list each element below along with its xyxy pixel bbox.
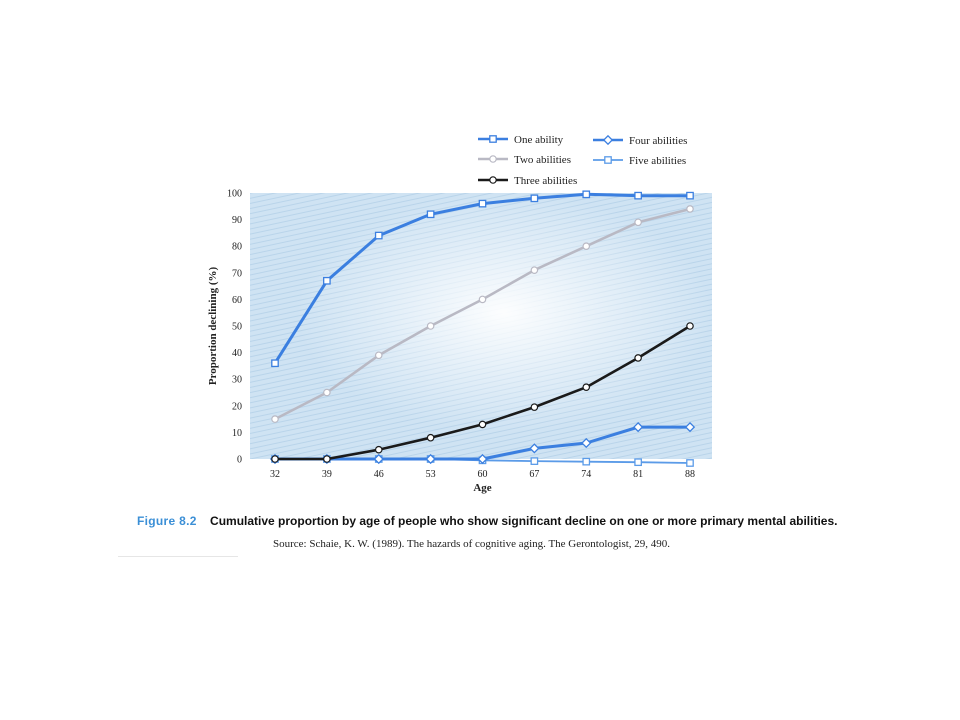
data-point: [686, 205, 694, 213]
legend-label: Two abilities: [514, 154, 571, 166]
data-point: [634, 354, 642, 362]
data-point: [478, 295, 487, 304]
data-point: [582, 190, 591, 199]
y-tick-label: 10: [232, 428, 242, 439]
y-tick-label: 50: [232, 322, 242, 333]
data-point: [529, 443, 540, 454]
x-tick-label: 32: [270, 469, 280, 480]
data-point: [271, 455, 279, 463]
x-tick-label: 88: [685, 469, 695, 480]
data-point: [373, 453, 384, 465]
data-point: [686, 459, 694, 467]
data-point: [426, 433, 435, 442]
legend-label: Five abilities: [629, 155, 686, 167]
plot-highlight: [250, 193, 712, 459]
data-point: [686, 191, 694, 200]
y-tick-label: 20: [232, 401, 242, 412]
data-point: [634, 218, 642, 227]
data-point: [634, 191, 642, 200]
legend-label: Four abilities: [629, 135, 687, 147]
data-point: [374, 351, 383, 360]
legend-swatch-marker: [489, 176, 497, 184]
y-tick-label: 100: [227, 189, 242, 200]
y-axis: 0 10 20 30 40 50 60 70 80 90 100: [227, 189, 242, 466]
legend-item: Five abilities: [593, 155, 686, 167]
x-axis: 32 39 46 53 60 67 74 81 88: [270, 469, 695, 480]
source-citation: Source: Schaie, K. W. (1989). The hazard…: [273, 538, 671, 550]
data-point: [530, 266, 539, 274]
y-axis-title: Proportion declining (%): [207, 266, 219, 385]
y-tick-label: 60: [232, 295, 242, 306]
data-point: [426, 210, 435, 219]
y-tick-label: 70: [232, 268, 242, 279]
y-tick-label: 0: [237, 455, 242, 466]
y-tick-label: 40: [232, 348, 242, 359]
data-point: [633, 421, 644, 433]
x-tick-label: 46: [374, 469, 384, 480]
data-point: [374, 231, 383, 240]
data-point: [478, 199, 487, 208]
data-point: [323, 276, 331, 285]
series-layer: [269, 190, 696, 467]
x-tick-label: 81: [633, 469, 643, 480]
legend-item: Four abilities: [593, 134, 687, 147]
data-point: [582, 242, 591, 251]
x-tick-label: 74: [581, 469, 591, 480]
legend-label: Three abilities: [514, 175, 577, 187]
legend: One ability Two abilities Three abilities F…: [478, 134, 687, 187]
x-tick-label: 53: [426, 469, 436, 480]
data-point: [530, 403, 539, 411]
data-point: [581, 437, 592, 449]
caption-text: Cumulative proportion by age of people w…: [210, 514, 838, 528]
data-point: [323, 388, 331, 397]
data-point: [530, 194, 539, 203]
series-three-abilities: [271, 322, 694, 463]
data-point: [684, 421, 696, 433]
series-one-ability: [271, 190, 694, 368]
data-point: [582, 457, 591, 466]
data-point: [426, 322, 435, 330]
y-tick-label: 90: [232, 215, 242, 226]
legend-swatch-marker: [602, 134, 614, 146]
data-point: [686, 322, 694, 330]
data-point: [271, 415, 279, 423]
y-tick-label: 80: [232, 242, 242, 253]
series-two-abilities: [271, 205, 694, 423]
plot-area: [250, 193, 712, 459]
x-tick-label: 60: [478, 469, 488, 480]
legend-item: One ability: [478, 134, 564, 146]
data-point: [425, 453, 436, 465]
legend-swatch-marker: [489, 155, 497, 163]
figure-label: Figure 8.2: [137, 514, 197, 528]
legend-item: Two abilities: [478, 154, 571, 166]
figure-caption: Figure 8.2 Cumulative proportion by age …: [137, 514, 837, 528]
data-point: [634, 458, 642, 467]
data-point: [478, 420, 487, 429]
legend-item: Three abilities: [478, 175, 577, 187]
data-point: [582, 383, 591, 391]
divider: [118, 556, 238, 557]
data-point: [271, 359, 279, 368]
x-tick-label: 39: [322, 469, 332, 480]
data-point: [374, 445, 383, 454]
x-axis-title: Age: [473, 482, 491, 494]
data-point: [477, 453, 488, 465]
y-tick-label: 30: [232, 375, 242, 386]
x-tick-label: 67: [529, 469, 539, 480]
legend-swatch-marker: [604, 156, 612, 164]
data-point: [323, 455, 331, 463]
legend-label: One ability: [514, 134, 564, 146]
legend-swatch-marker: [489, 135, 497, 143]
data-point: [530, 457, 539, 465]
